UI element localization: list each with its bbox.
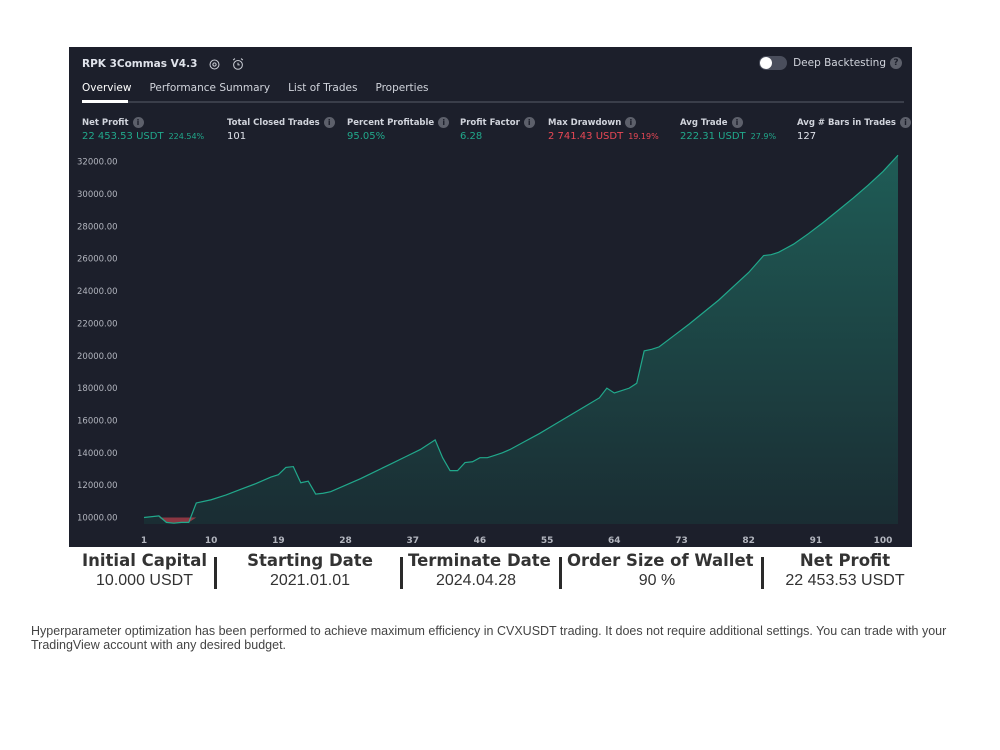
toggle-knob [760,57,773,69]
stat-percent: 19.19% [628,132,659,141]
footer-value: 10.000 USDT [96,572,193,589]
y-tick-label: 16000.00 [77,416,118,426]
stat-label: Total Closed Trades [227,117,320,128]
alarm-clock-icon[interactable] [231,57,245,71]
footer-order-size: Order Size of Wallet 90 % [567,551,754,590]
stat-max-drawdown: Max Drawdown i 2 741.43 USDT 19.19% [548,117,659,142]
tab-bar: Overview Performance Summary List of Tra… [82,82,447,102]
info-icon[interactable]: i [731,117,743,128]
info-icon[interactable]: i [523,117,535,128]
stat-avg-trade: Avg Trade i 222.31 USDT 27.9% [680,117,776,142]
stat-value: 22 453.53 USDT [82,131,164,142]
x-tick-label: 19 [272,536,285,546]
footer-heading: Starting Date [247,551,373,570]
stat-label: Avg Trade [680,117,728,128]
strategy-tester-panel: RPK 3Commas V4.3 Deep Backtesting ? Over… [69,47,912,547]
info-icon[interactable]: i [625,117,637,128]
stat-value: 222.31 USDT [680,131,746,142]
info-icon[interactable]: i [438,117,450,128]
x-tick-label: 82 [742,536,755,546]
info-icon[interactable]: i [900,117,911,128]
stat-label: Net Profit [82,117,129,128]
stat-label: Max Drawdown [548,117,622,128]
y-tick-label: 10000.00 [77,514,118,524]
x-tick-label: 73 [675,536,688,546]
y-tick-label: 20000.00 [77,352,118,362]
drawdown-area [158,517,197,524]
y-tick-label: 28000.00 [77,222,118,232]
y-tick-label: 26000.00 [77,255,118,265]
footer-initial-capital: Initial Capital 10.000 USDT [72,551,217,590]
deep-backtesting-control: Deep Backtesting ? [759,56,902,70]
x-tick-label: 64 [608,536,621,546]
footer-terminate-date: Terminate Date 2024.04.28 [408,551,551,590]
tab-performance-summary[interactable]: Performance Summary [149,82,271,94]
footer-value: 2024.04.28 [435,572,517,589]
footer-separator [761,557,764,589]
x-tick-label: 28 [339,536,352,546]
footer-value: 90 % [638,572,676,589]
footer-starting-date: Starting Date 2021.01.01 [236,551,384,590]
footer-heading: Initial Capital [81,551,207,570]
footer-heading: Net Profit [799,551,891,570]
y-tick-label: 12000.00 [77,481,118,491]
x-tick-label: 55 [541,536,554,546]
tab-overview[interactable]: Overview [82,82,132,94]
x-tick-label: 10 [205,536,218,546]
stat-percent-profitable: Percent Profitable i 95.05% [347,117,450,142]
strategy-title: RPK 3Commas V4.3 [82,58,198,70]
help-icon[interactable]: ? [890,57,902,69]
stat-total-closed-trades: Total Closed Trades i 101 [227,117,335,142]
footer-value: 2021.01.01 [269,572,351,589]
stat-label: Profit Factor [460,117,520,128]
equity-area [144,155,898,524]
stat-net-profit: Net Profit i 22 453.53 USDT 224.54% [82,117,204,142]
x-tick-label: 100 [874,536,893,546]
footer-separator [214,557,217,589]
footer-net-profit: Net Profit 22 453.53 USDT [775,551,915,590]
stat-value: 2 741.43 USDT [548,131,624,142]
equity-line [143,154,899,524]
stat-label: Avg # Bars in Trades [797,117,896,128]
y-tick-label: 18000.00 [77,384,118,394]
deep-backtesting-label: Deep Backtesting [793,57,886,69]
settings-icon[interactable] [207,57,221,71]
footer-value: 22 453.53 USDT [785,572,905,589]
footer-separator [400,557,403,589]
description-text: Hyperparameter optimization has been per… [31,624,947,652]
y-tick-label: 32000.00 [77,158,118,168]
x-tick-label: 91 [810,536,823,546]
stat-value: 101 [227,131,247,142]
stat-value: 127 [797,131,817,142]
y-tick-label: 24000.00 [77,287,118,297]
x-tick-label: 1 [141,536,147,546]
x-tick-label: 46 [474,536,487,546]
tabs-divider [82,101,904,103]
tab-properties[interactable]: Properties [375,82,429,94]
stat-profit-factor: Profit Factor i 6.28 [460,117,535,142]
active-tab-indicator [82,100,128,103]
y-tick-label: 30000.00 [77,190,118,200]
x-tick-label: 37 [406,536,419,546]
deep-backtesting-toggle[interactable] [759,56,788,70]
stat-value: 6.28 [460,131,483,142]
footer-heading: Order Size of Wallet [567,551,754,570]
footer-heading: Terminate Date [408,551,551,570]
y-tick-label: 14000.00 [77,449,118,459]
info-icon[interactable]: i [132,117,144,128]
stat-percent: 27.9% [750,132,777,141]
equity-chart: 32000.00 30000.00 28000.00 26000.00 24000.00… [77,154,899,546]
title-row: RPK 3Commas V4.3 [82,57,245,71]
footer-separator [559,557,562,589]
summary-footer: Initial Capital 10.000 USDT Starting Dat… [0,551,1000,596]
stat-value: 95.05% [347,131,386,142]
stat-label: Percent Profitable [347,117,435,128]
stat-percent: 224.54% [168,132,205,141]
stat-avg-bars: Avg # Bars in Trades i 127 [797,117,911,142]
tab-list-of-trades[interactable]: List of Trades [288,82,358,94]
y-tick-label: 22000.00 [77,319,118,329]
info-icon[interactable]: i [323,117,335,128]
